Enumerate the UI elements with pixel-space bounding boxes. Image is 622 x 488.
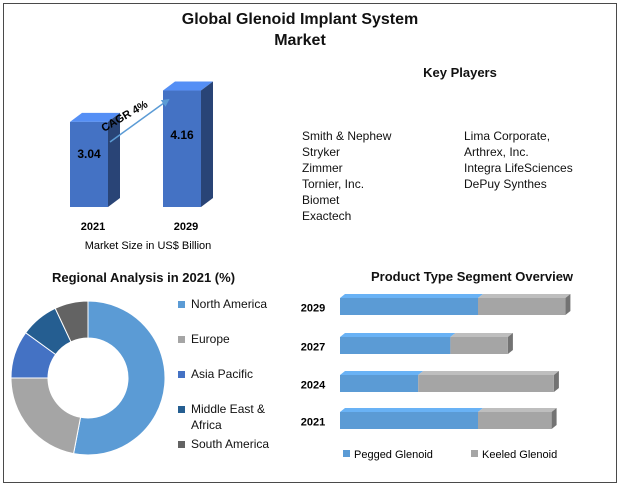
key-player: Stryker [302, 145, 341, 159]
bar-top-face [340, 371, 424, 375]
market-year-label: 2029 [174, 221, 198, 233]
legend-swatch-north-america [178, 301, 185, 308]
key-player: Zimmer [302, 161, 343, 175]
market-bar-2021: 3.04 2021 [70, 112, 120, 233]
bar-front-face [450, 337, 508, 354]
legend-swatch-europe [178, 336, 185, 343]
bar-side-face [507, 333, 513, 354]
bar-side-face [551, 408, 557, 429]
segment-year-label: 2029 [301, 303, 325, 315]
segment-year-label: 2024 [301, 380, 326, 392]
segment-year-label: 2027 [301, 342, 325, 354]
segment-legend-label: Pegged Glenoid [354, 449, 433, 461]
bar-top-face [478, 294, 571, 298]
segment-bar-keeled-glenoid [450, 333, 513, 354]
bar-side-face [553, 371, 559, 392]
bar-top-face [340, 294, 483, 298]
donut-slice-europe [10, 377, 82, 455]
legend-label-asia-pacific: Asia Pacific [191, 367, 254, 381]
segment-bar-pegged-glenoid [340, 333, 456, 354]
key-players-title: Key Players [423, 65, 497, 80]
legend-label-middle-east-africa-1: Middle East & [191, 402, 266, 416]
legend-label-north-america: North America [191, 297, 268, 311]
regional-donut-chart [10, 300, 166, 456]
bar-front-face [418, 375, 554, 392]
key-players-list-2: Lima Corporate, Arthrex, Inc. Integra Li… [464, 128, 573, 192]
legend-swatch-middle-east-africa [178, 406, 185, 413]
segment-year-label: 2021 [301, 417, 325, 429]
donut-slice-south-america [54, 300, 89, 343]
legend-label-south-america: South America [191, 437, 270, 451]
segment-legend-swatch [471, 450, 478, 457]
bar-front-face [340, 375, 419, 392]
bar-top-face [478, 408, 557, 412]
key-player: DePuy Synthes [464, 177, 547, 191]
segment-bar-keeled-glenoid [418, 371, 559, 392]
key-player: Tornier, Inc. [302, 177, 365, 191]
product-segment-title: Product Type Segment Overview [371, 269, 574, 284]
key-player: Integra LifeSciences [464, 161, 573, 175]
market-value-label: 4.16 [170, 128, 194, 142]
market-size-axis-label: Market Size in US$ Billion [85, 240, 212, 252]
title-line-1: Global Glenoid Implant System [181, 11, 419, 28]
bar-side-face [565, 294, 571, 315]
title-line-2: Market [274, 32, 326, 49]
bar-side-face [201, 81, 213, 207]
donut-slice-north-america [72, 300, 166, 456]
bar-front-face [340, 337, 451, 354]
bar-top-face [340, 333, 456, 337]
cagr-arrow [109, 98, 170, 143]
key-player: Exactech [302, 209, 352, 223]
segment-bar-pegged-glenoid [340, 371, 424, 392]
bar-top-face [70, 112, 120, 122]
key-player: Lima Corporate, [464, 129, 551, 143]
page-title: Global Glenoid Implant System Market [0, 9, 600, 51]
bar-front-face [163, 90, 201, 207]
segment-bar-pegged-glenoid [340, 294, 483, 315]
legend-label-middle-east-africa-2: Africa [191, 418, 222, 432]
regional-legend: North America Europe Asia Pacific Middle… [178, 296, 288, 456]
segment-bar-keeled-glenoid [478, 408, 557, 429]
bar-top-face [450, 333, 513, 337]
key-player: Smith & Nephew [302, 129, 392, 143]
market-year-label: 2021 [81, 221, 105, 233]
infographic-frame [3, 3, 617, 483]
key-player: Arthrex, Inc. [464, 145, 529, 159]
product-segment-chart: 2029 2027 2024 2021 Pegged Glenoid Keeled Gle… [301, 294, 571, 461]
market-value-label: 3.04 [77, 147, 101, 161]
bar-front-face [478, 298, 566, 315]
segment-bar-pegged-glenoid [340, 408, 483, 429]
bar-front-face [70, 121, 108, 207]
key-player: Biomet [302, 193, 340, 207]
bar-top-face [340, 408, 483, 412]
bar-front-face [478, 412, 552, 429]
segment-bar-keeled-glenoid [478, 294, 571, 315]
legend-swatch-south-america [178, 441, 185, 448]
bar-front-face [340, 298, 478, 315]
market-bar-2029: 4.16 2029 [163, 81, 213, 233]
legend-label-europe: Europe [191, 332, 230, 346]
regional-analysis-title: Regional Analysis in 2021 (%) [52, 270, 236, 285]
legend-swatch-asia-pacific [178, 371, 185, 378]
bar-top-face [418, 371, 559, 375]
key-players-list-1: Smith & Nephew Stryker Zimmer Tornier, I… [302, 128, 391, 224]
bar-front-face [340, 412, 478, 429]
segment-legend-swatch [343, 450, 350, 457]
segment-legend-label: Keeled Glenoid [482, 449, 557, 461]
bar-top-face [163, 81, 213, 91]
